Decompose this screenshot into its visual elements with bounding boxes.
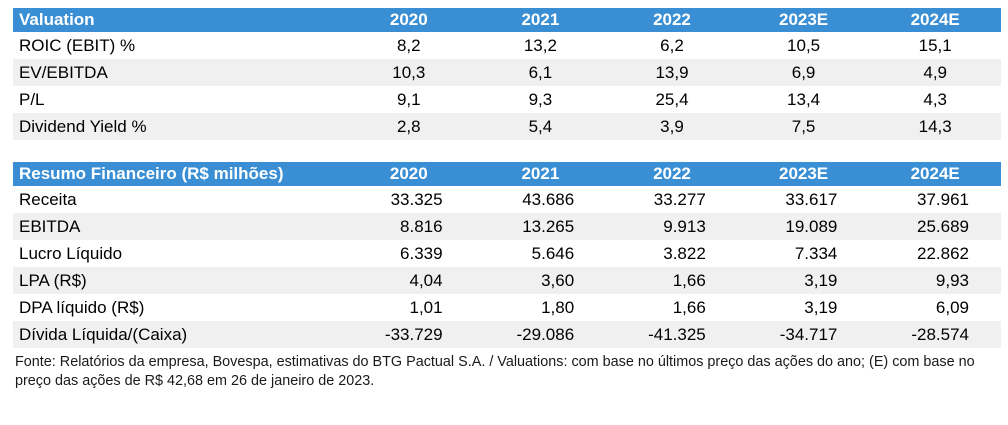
cell-value: 13,2 — [474, 32, 607, 59]
cell-value: 7.334 — [737, 240, 870, 267]
cell-value: 37.961 — [869, 186, 1001, 213]
cell-value: 6,9 — [737, 59, 870, 86]
cell-value: -34.717 — [737, 321, 870, 348]
row-label: EV/EBITDA — [13, 59, 343, 86]
cell-value: 5.646 — [474, 240, 607, 267]
cell-value: -33.729 — [343, 321, 475, 348]
year-header: 2021 — [474, 162, 607, 186]
valuation-title: Valuation — [13, 8, 343, 32]
cell-value: 6,1 — [474, 59, 607, 86]
cell-value: -29.086 — [474, 321, 607, 348]
table-spacer — [13, 140, 1001, 162]
row-label: DPA líquido (R$) — [13, 294, 343, 321]
cell-value: 33.617 — [737, 186, 870, 213]
cell-value: 4,3 — [869, 86, 1001, 113]
cell-value: 1,66 — [606, 267, 738, 294]
year-header: 2024E — [869, 162, 1001, 186]
cell-value: -28.574 — [869, 321, 1001, 348]
financial-row: EBITDA 8.816 13.265 9.913 19.089 25.689 — [13, 213, 1001, 240]
cell-value: 5,4 — [474, 113, 607, 140]
cell-value: 33.325 — [343, 186, 475, 213]
cell-value: 3,19 — [737, 267, 870, 294]
valuation-table: Valuation 2020 2021 2022 2023E 2024E ROI… — [13, 8, 1001, 140]
financial-row: Dívida Líquida/(Caixa) -33.729 -29.086 -41.… — [13, 321, 1001, 348]
row-label: Dívida Líquida/(Caixa) — [13, 321, 343, 348]
cell-value: 13.265 — [474, 213, 607, 240]
financial-title: Resumo Financeiro (R$ milhões) — [13, 162, 343, 186]
cell-value: 19.089 — [737, 213, 870, 240]
year-header: 2022 — [606, 8, 738, 32]
cell-value: 8.816 — [343, 213, 475, 240]
cell-value: 33.277 — [606, 186, 738, 213]
valuation-row: EV/EBITDA 10,3 6,1 13,9 6,9 4,9 — [13, 59, 1001, 86]
cell-value: 6,09 — [869, 294, 1001, 321]
cell-value: 6,2 — [606, 32, 738, 59]
financial-summary-table: Resumo Financeiro (R$ milhões) 2020 2021… — [13, 162, 1001, 348]
cell-value: 3,9 — [606, 113, 738, 140]
row-label: Dividend Yield % — [13, 113, 343, 140]
cell-value: 9,93 — [869, 267, 1001, 294]
cell-value: 13,4 — [737, 86, 870, 113]
valuation-row: P/L 9,1 9,3 25,4 13,4 4,3 — [13, 86, 1001, 113]
financial-row: LPA (R$) 4,04 3,60 1,66 3,19 9,93 — [13, 267, 1001, 294]
valuation-header-row: Valuation 2020 2021 2022 2023E 2024E — [13, 8, 1001, 32]
valuation-row: Dividend Yield % 2,8 5,4 3,9 7,5 14,3 — [13, 113, 1001, 140]
year-header: 2021 — [474, 8, 607, 32]
cell-value: 8,2 — [343, 32, 475, 59]
year-header: 2023E — [737, 162, 870, 186]
cell-value: 1,80 — [474, 294, 607, 321]
cell-value: 9,3 — [474, 86, 607, 113]
cell-value: 4,9 — [869, 59, 1001, 86]
cell-value: 7,5 — [737, 113, 870, 140]
cell-value: 4,04 — [343, 267, 475, 294]
year-header: 2022 — [606, 162, 738, 186]
cell-value: 10,5 — [737, 32, 870, 59]
cell-value: 22.862 — [869, 240, 1001, 267]
row-label: Lucro Líquido — [13, 240, 343, 267]
row-label: ROIC (EBIT) % — [13, 32, 343, 59]
cell-value: -41.325 — [606, 321, 738, 348]
cell-value: 15,1 — [869, 32, 1001, 59]
cell-value: 2,8 — [343, 113, 475, 140]
financial-row: DPA líquido (R$) 1,01 1,80 1,66 3,19 6,09 — [13, 294, 1001, 321]
cell-value: 1,66 — [606, 294, 738, 321]
cell-value: 9.913 — [606, 213, 738, 240]
year-header: 2020 — [343, 8, 475, 32]
row-label: EBITDA — [13, 213, 343, 240]
financial-header-row: Resumo Financeiro (R$ milhões) 2020 2021… — [13, 162, 1001, 186]
cell-value: 9,1 — [343, 86, 475, 113]
cell-value: 3,60 — [474, 267, 607, 294]
cell-value: 25,4 — [606, 86, 738, 113]
financial-row: Lucro Líquido 6.339 5.646 3.822 7.334 22.862 — [13, 240, 1001, 267]
year-header: 2020 — [343, 162, 475, 186]
year-header: 2024E — [869, 8, 1001, 32]
cell-value: 1,01 — [343, 294, 475, 321]
cell-value: 6.339 — [343, 240, 475, 267]
year-header: 2023E — [737, 8, 870, 32]
row-label: P/L — [13, 86, 343, 113]
valuation-row: ROIC (EBIT) % 8,2 13,2 6,2 10,5 15,1 — [13, 32, 1001, 59]
cell-value: 10,3 — [343, 59, 475, 86]
source-footnote: Fonte: Relatórios da empresa, Bovespa, e… — [15, 354, 975, 389]
cell-value: 14,3 — [869, 113, 1001, 140]
cell-value: 13,9 — [606, 59, 738, 86]
cell-value: 3,19 — [737, 294, 870, 321]
financial-row: Receita 33.325 43.686 33.277 33.617 37.961 — [13, 186, 1001, 213]
row-label: LPA (R$) — [13, 267, 343, 294]
cell-value: 43.686 — [474, 186, 607, 213]
cell-value: 3.822 — [606, 240, 738, 267]
row-label: Receita — [13, 186, 343, 213]
report-container: Valuation 2020 2021 2022 2023E 2024E ROI… — [13, 8, 1001, 391]
cell-value: 25.689 — [869, 213, 1001, 240]
